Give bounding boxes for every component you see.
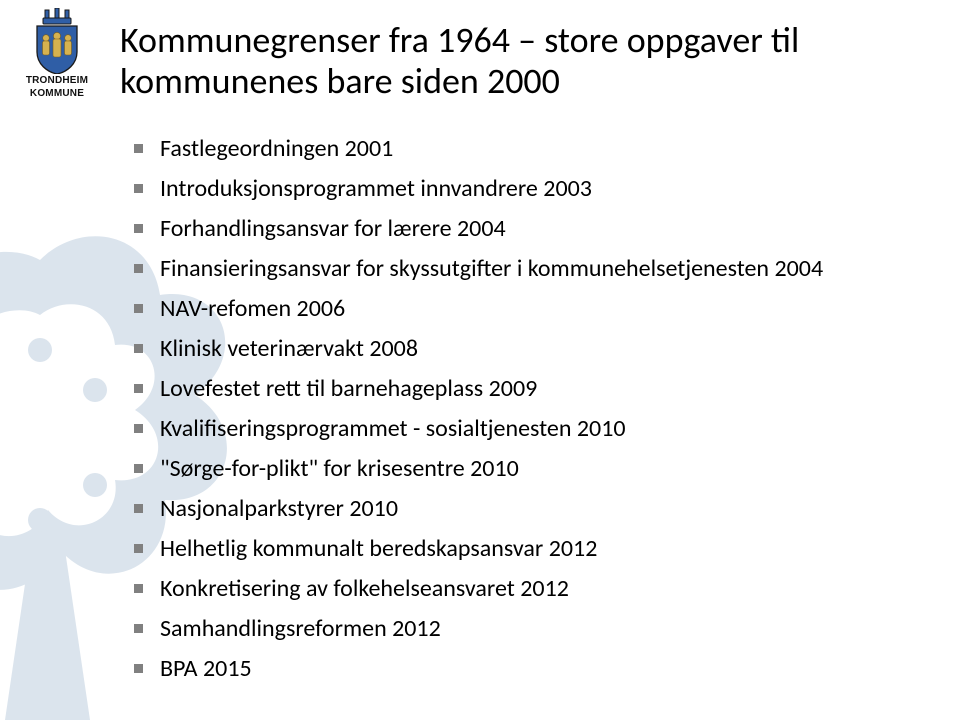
logo-text-line1: TRONDHEIM — [20, 76, 94, 87]
bullet-list: Fastlegeordningen 2001 Introduksjonsprog… — [120, 131, 940, 687]
bullet-item: Samhandlingsreformen 2012 — [160, 611, 940, 647]
bullet-item: Kvalifiseringsprogrammet - sosialtjenest… — [160, 411, 940, 447]
bullet-item: Fastlegeordningen 2001 — [160, 131, 940, 167]
logo-text-line2: KOMMUNE — [20, 89, 94, 100]
kommune-logo: TRONDHEIM KOMMUNE — [20, 8, 94, 99]
bullet-item: BPA 2015 — [160, 651, 940, 687]
bullet-item: Klinisk veterinærvakt 2008 — [160, 331, 940, 367]
bullet-item: Helhetlig kommunalt beredskapsansvar 201… — [160, 531, 940, 567]
bullet-item: "Sørge-for-plikt" for krisesentre 2010 — [160, 451, 940, 487]
crest-icon — [29, 8, 85, 74]
bullet-item: Lovefestet rett til barnehageplass 2009 — [160, 371, 940, 407]
bullet-item: Forhandlingsansvar for lærere 2004 — [160, 211, 940, 247]
bullet-item: Finansieringsansvar for skyssutgifter i … — [160, 251, 940, 287]
bullet-item: NAV-refomen 2006 — [160, 291, 940, 327]
bullet-item: Konkretisering av folkehelseansvaret 201… — [160, 571, 940, 607]
slide-title: Kommunegrenser fra 1964 – store oppgaver… — [120, 20, 940, 103]
bullet-item: Nasjonalparkstyrer 2010 — [160, 491, 940, 527]
bullet-item: Introduksjonsprogrammet innvandrere 2003 — [160, 171, 940, 207]
slide-content: Kommunegrenser fra 1964 – store oppgaver… — [120, 20, 940, 691]
